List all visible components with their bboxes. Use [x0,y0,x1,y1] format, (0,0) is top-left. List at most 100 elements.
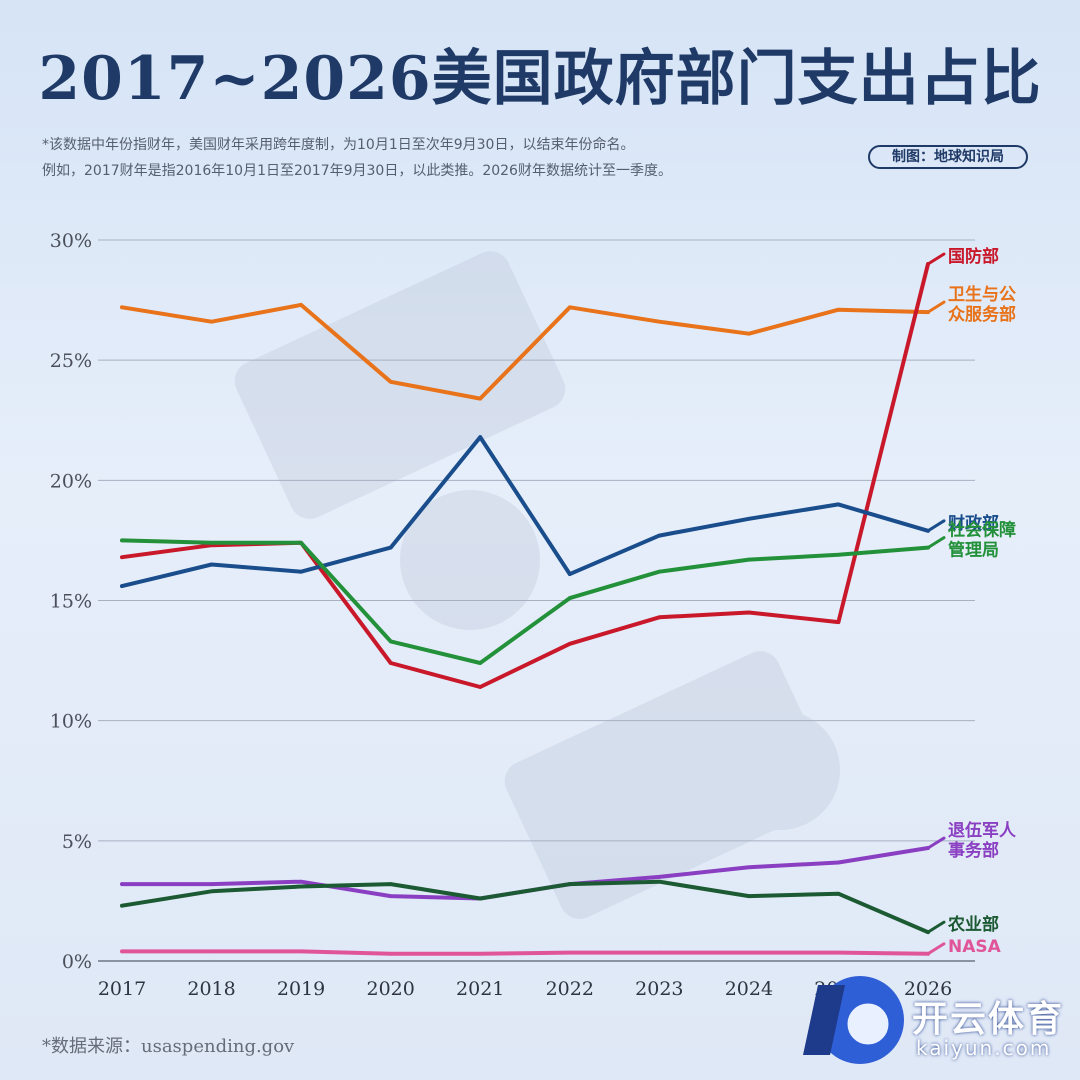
label-leader [926,519,946,533]
x-tick-label: 2018 [187,978,235,1000]
data-point [567,596,572,600]
data-point [209,541,214,545]
data-point [747,516,751,521]
data-point [836,950,841,955]
data-point [299,569,303,574]
data-point [478,951,483,956]
x-tick-label: 2026 [904,978,952,1000]
data-point [120,882,124,886]
series-line [120,879,930,935]
data-point [657,615,662,620]
data-point [388,951,393,956]
data-point [657,319,662,324]
series-label: NASA [948,937,1002,957]
data-point [836,502,841,507]
data-point [299,949,303,954]
data-point [836,307,841,312]
data-point [209,889,214,894]
x-tick-label: 2022 [546,978,594,1000]
data-point [299,879,303,884]
data-point [388,894,393,898]
data-point [388,661,393,665]
y-tick-label: 0% [62,951,92,973]
x-tick-label: 2017 [98,978,146,1000]
data-point [747,557,751,562]
label-leader [926,252,946,266]
y-tick-label: 30% [50,230,92,252]
footnote-line-2: 例如，2017财年是指2016年10月1日至2017年9月30日，以此类推。20… [42,163,672,179]
data-point [657,950,662,955]
data-point [299,884,303,889]
data-point [747,610,751,615]
data-point [657,879,662,884]
data-point [747,331,751,336]
label-leader [926,920,946,934]
y-tick-label: 15% [50,591,92,613]
data-point [567,572,572,576]
data-point [209,882,214,886]
x-tick-label: 2021 [456,978,504,1000]
footnote-line-1: *该数据中年份指财年，美国财年采用跨年度制，为10月1日至次年9月30日，以结束… [42,137,635,153]
logo-url: kaiyun.com [916,1036,1052,1060]
y-tick-label: 5% [62,831,92,853]
y-tick-label: 25% [50,350,92,372]
data-point [388,545,393,550]
data-point [120,949,124,954]
data-point [299,303,303,307]
credit-badge: 制图：地球知识局 [868,145,1028,169]
kaiyun-logo-icon [803,976,904,1064]
series-label: 社会保障管理局 [947,520,1016,561]
data-point [299,541,303,545]
data-point [388,379,393,384]
data-point [209,319,214,324]
data-point [836,553,841,557]
data-point [657,533,662,538]
data-point [209,562,214,567]
data-point [836,860,841,865]
data-point [836,891,841,896]
money-watermark [234,251,840,919]
series-line [120,949,930,956]
x-tick-label: 2020 [366,978,414,1000]
data-point [120,538,124,543]
series-label: 卫生与公众服务部 [948,284,1016,325]
logo-text: 开云体育 [912,999,1065,1040]
data-point [567,305,572,310]
data-point [388,882,393,886]
data-point [478,435,483,439]
data-point [120,305,124,310]
data-point [120,584,124,588]
data-point [478,685,483,689]
data-point [120,903,124,908]
series-label: 农业部 [947,914,999,935]
data-point [657,875,662,879]
data-point [209,949,214,954]
data-point [478,896,483,901]
series-label: 退伍军人事务部 [948,820,1017,861]
data-point [120,555,124,560]
data-point [747,894,751,898]
x-tick-label: 2019 [277,978,325,1000]
x-tick-label: 2023 [635,978,683,1000]
series-line [120,538,930,665]
data-point [388,639,393,644]
data-point [567,950,572,955]
series-line [120,302,930,401]
data-point [478,661,483,665]
data-point [657,569,662,574]
data-point [747,950,751,955]
series-label: 财政部 [947,513,999,534]
label-leader [926,300,946,314]
x-tick-label: 2024 [725,978,773,1000]
chart-title: 2017~2026美国政府部门支出占比 [38,44,1042,114]
label-leader [926,836,946,850]
label-leader [926,942,946,956]
y-tick-label: 20% [50,470,92,492]
y-tick-label: 10% [50,711,92,733]
label-leader [926,536,946,550]
data-point [567,882,572,886]
series-label: 国防部 [948,246,999,267]
series-line [120,435,930,589]
data-point [478,396,483,401]
